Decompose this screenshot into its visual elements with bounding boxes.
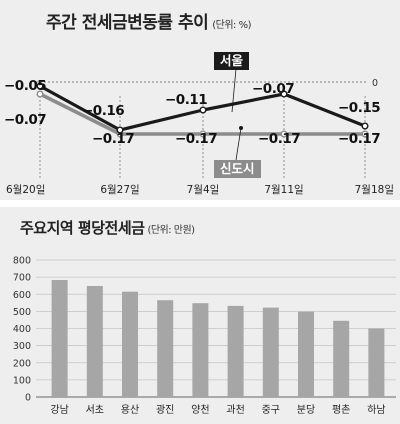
zero-label: 0 [372, 78, 378, 89]
y-tick-label: 600 [13, 290, 31, 301]
x-tick-label: 7월11일 [264, 183, 303, 196]
y-tick-label: 300 [13, 341, 31, 352]
category-label: 분당 [297, 404, 315, 416]
data-point [199, 106, 207, 114]
data-label-new-towns: −0.17 [338, 131, 380, 147]
category-label: 강남 [50, 404, 68, 416]
bar [157, 300, 174, 397]
category-label: 서초 [86, 404, 104, 416]
y-tick-label: 0 [25, 393, 31, 404]
legend-leader-dot [239, 126, 243, 130]
data-label-new-towns: −0.17 [92, 131, 134, 147]
bar [122, 291, 138, 397]
data-label-seoul: −0.05 [4, 78, 46, 94]
bar [86, 286, 103, 397]
data-label-seoul: −0.11 [165, 92, 207, 108]
legend-seoul: 서울 [214, 52, 250, 70]
bar [298, 311, 314, 397]
x-tick-label: 6월20일 [6, 183, 45, 196]
bar [368, 328, 385, 397]
bar [262, 307, 279, 397]
data-label-new-towns: −0.17 [175, 131, 217, 147]
legend-new-towns: 신도시 [214, 160, 261, 178]
data-point [361, 130, 369, 138]
y-tick-label: 400 [13, 324, 31, 335]
data-label-seoul: −0.15 [338, 100, 380, 116]
x-tick-label: 7월4일 [187, 183, 220, 196]
data-point [36, 82, 44, 90]
data-label-seoul: −0.07 [252, 81, 294, 97]
bar-chart-plot: 0 100 200 300 400 500 600 700 800 강남 서초 용산 광진 양천 과천 중구 분… [13, 256, 396, 416]
bar-chart-title-text: 주요지역 평당전세금 [20, 219, 145, 237]
y-tick-label: 200 [13, 358, 31, 369]
data-point [36, 90, 44, 98]
category-label: 광진 [156, 404, 174, 416]
bar [333, 320, 350, 397]
data-point [280, 130, 288, 138]
x-tick-label: 6월27일 [100, 183, 139, 196]
bar-chart-title: 주요지역 평당전세금 (단위: 만원) [20, 217, 195, 238]
category-label: 양천 [191, 404, 209, 416]
category-label: 평촌 [332, 404, 350, 416]
legend-leader [235, 127, 242, 161]
line-chart-unit: (단위: %) [212, 20, 252, 31]
bar [51, 280, 68, 397]
data-point [361, 122, 369, 130]
category-label: 과천 [226, 404, 244, 416]
data-label-new-towns: −0.07 [4, 112, 46, 128]
y-tick-label: 500 [13, 307, 31, 318]
legend-leader [231, 68, 237, 113]
category-label: 중구 [262, 404, 280, 416]
line-chart-title: 주간 전세금변동률 추이 (단위: %) [46, 8, 252, 33]
line-chart-title-text: 주간 전세금변동률 추이 [46, 13, 209, 33]
data-label-seoul: −0.16 [82, 103, 124, 119]
x-tick-label: 7월18일 [355, 183, 394, 196]
y-tick-label: 800 [13, 256, 31, 267]
bar [227, 305, 244, 397]
bar [192, 303, 209, 397]
line-chart-plot: 0 6월20일 6월27일 7월4일 7월11일 7월18일 −0.05 −0.16 −0.11… [4, 68, 394, 196]
data-point [280, 90, 288, 98]
y-tick-label: 100 [13, 375, 31, 386]
data-label-new-towns: −0.17 [258, 131, 300, 147]
category-label: 하남 [367, 403, 385, 416]
category-label: 용산 [121, 404, 139, 416]
line-chart-panel: 주간 전세금변동률 추이 (단위: %) 0 6월20일 6월27일 7월4일 7월11일… [0, 0, 400, 200]
bar-chart-panel: 주요지역 평당전세금 (단위: 만원) 0 100 200 300 400 500 600 70… [0, 207, 400, 424]
data-point [199, 130, 207, 138]
y-tick-label: 700 [13, 273, 31, 284]
data-point [116, 126, 124, 134]
bar-chart-unit: (단위: 만원) [147, 225, 195, 236]
